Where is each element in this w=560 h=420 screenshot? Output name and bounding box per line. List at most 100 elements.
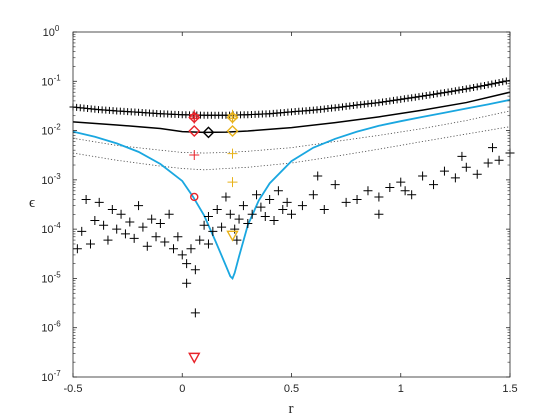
marker-plus-9 [112,224,122,234]
marker-plus-101 [437,89,445,97]
marker-plus-18 [151,232,161,242]
marker-plus-117 [495,79,503,87]
marker-plus-42 [256,202,266,212]
marker-plus-75 [374,209,384,219]
marker-plus-66 [472,169,482,179]
marker-plus-77 [457,151,467,161]
marker-plus-70 [190,308,200,318]
y-tick-label-4: 10-3 [41,172,61,187]
marker-plus-106 [455,86,463,94]
marker-plus-73 [232,235,242,245]
marker-plus-1 [77,226,87,236]
marker-plus-43 [260,212,270,222]
marker-diamond-0 [202,126,215,139]
marker-plus-104 [448,87,456,95]
marker-plus-98 [426,91,434,99]
y-tick-label-3: 10-4 [41,221,61,236]
series-4-line [72,98,511,280]
marker-plus-20 [160,237,170,247]
x-tick-label-4: 1.5 [502,383,517,395]
marker-plus-84 [375,99,383,107]
marker-plus-103 [444,88,452,96]
series-11 [190,192,199,202]
marker-plus-2 [81,194,91,204]
y-axis-label: ϵ [29,195,35,211]
marker-plus-35 [225,209,235,219]
marker-plus-93 [408,94,416,102]
series-0-line [72,91,511,134]
marker-plus-7 [103,235,113,245]
x-tick-label-2: 0.5 [284,383,299,395]
marker-diamond-1 [188,125,201,137]
series-3 [69,77,511,119]
marker-plus-87 [386,97,394,105]
marker-plus-14 [134,201,144,211]
marker-plus-53 [330,180,340,190]
x-tick-label-3: 1 [398,383,404,395]
plot-area [73,32,510,377]
y-tick-label-6: 10-1 [41,73,61,88]
marker-diamond-0 [226,111,239,124]
marker-plus-56 [363,186,373,196]
marker-plus-108 [462,85,470,93]
marker-triangle-down-0 [188,352,201,364]
marker-plus-57 [374,192,384,202]
marker-plus-116 [491,79,499,87]
marker-plus-105 [451,87,459,95]
marker-plus-110 [470,84,478,92]
marker-plus-94 [411,93,419,101]
y-tick-label-5: 10-2 [41,123,61,138]
marker-plus-92 [404,94,412,102]
marker-plus-67 [483,158,493,168]
series-12 [188,352,201,364]
marker-plus-88 [389,96,397,104]
marker-plus-27 [190,265,200,275]
marker-plus-96 [419,92,427,100]
marker-plus-90 [397,95,405,103]
marker-plus-48 [282,197,292,207]
marker-plus-41 [252,190,262,200]
marker-plus-39 [243,219,253,229]
marker-plus-46 [273,186,283,196]
marker-plus-21 [164,209,174,219]
marker-plus-68 [494,155,504,165]
marker-plus-13 [129,233,139,243]
marker-plus-61 [418,171,428,181]
marker-plus-112 [477,82,485,90]
marker-plus-22 [169,244,179,254]
marker-plus-78 [488,143,498,153]
marker-plus-63 [439,166,449,176]
marker-plus-55 [352,194,362,204]
marker-plus-97 [422,92,430,100]
marker-plus-71 [182,278,192,288]
marker-plus-58 [385,182,395,192]
marker-plus-111 [473,83,481,91]
marker-plus-15 [138,222,148,232]
series-2-line [72,126,511,171]
marker-plus-33 [217,222,227,232]
marker-plus-72 [203,239,213,249]
marker-plus-64 [450,173,460,183]
marker-plus-2 [227,109,238,120]
marker-plus-10 [116,209,126,219]
marker-plus-19 [155,219,165,229]
marker-plus-62 [429,180,439,190]
marker-plus-95 [415,93,423,101]
x-tick-label-1: 0 [179,383,185,395]
marker-plus-32 [212,205,222,215]
series-8 [188,111,201,137]
marker-diamond-0 [188,111,201,124]
marker-plus-45 [269,215,279,225]
marker-plus-76 [400,186,410,196]
marker-plus-37 [234,214,244,224]
marker-diamond-1 [226,125,239,137]
marker-plus-99 [430,90,438,98]
marker-circle-0 [190,192,199,202]
marker-plus-30 [203,212,213,222]
marker-plus-17 [147,214,157,224]
y-tick-label-2: 10-5 [41,270,61,285]
marker-plus-11 [120,229,130,239]
marker-plus-3 [85,239,95,249]
marker-plus-4 [90,215,100,225]
marker-plus-49 [287,209,296,219]
